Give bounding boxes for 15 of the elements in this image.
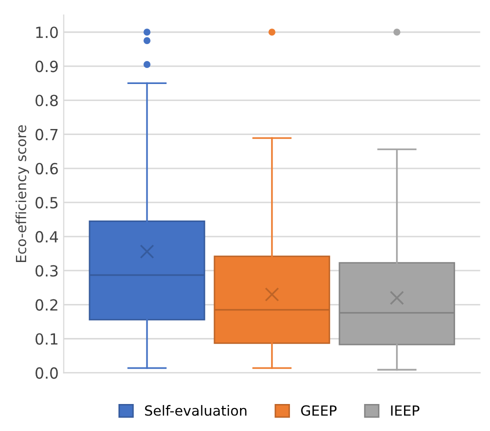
legend-label: Self-evaluation	[145, 405, 246, 416]
y-tick-label: 0.9	[36, 60, 58, 72]
y-tick-label: 0.2	[36, 299, 58, 311]
legend-label: GEEP	[301, 405, 337, 416]
y-tick-label: 0.4	[36, 231, 58, 243]
y-tick-label: 1.0	[36, 26, 58, 38]
y-tick-label: 0.5	[36, 196, 58, 208]
y-tick-label: 0.7	[36, 128, 58, 140]
y-axis-title: Eco-efficiency score	[16, 125, 29, 262]
y-tick-label: 0.6	[36, 162, 58, 174]
y-tick-label: 0.1	[36, 333, 58, 345]
y-tick-label: 0.3	[36, 265, 58, 277]
y-tick-label: 0.0	[36, 367, 58, 379]
legend-label: IEEP	[391, 405, 420, 416]
y-tick-label: 0.8	[36, 94, 58, 106]
